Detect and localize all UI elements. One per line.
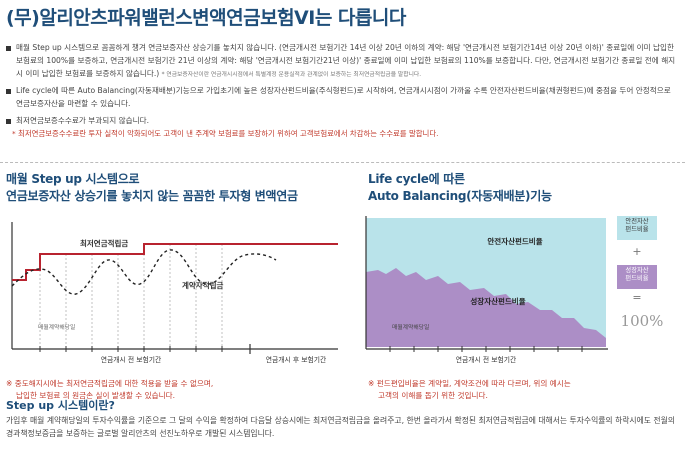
label-monthly-date: 매월계약해당일: [392, 323, 429, 331]
monthly-ticks: [39, 346, 223, 352]
bullet-text: 최저연금보증수수료가 부과되지 않습니다.: [16, 115, 149, 125]
legend-growth-asset: 성장자산 펀드비율: [617, 265, 657, 289]
axis-label-after: 연금개시 후 보험기간: [266, 355, 327, 364]
bullet-no-fee: 최저연금보증수수료가 부과되지 않습니다.: [6, 115, 678, 128]
page-title: (무)알리안츠파워밸런스변액연금보험VI는 다릅니다: [6, 7, 406, 29]
legend-safe-line2: 펀드비율: [625, 226, 649, 233]
growth-asset-area: [366, 268, 606, 347]
bullet-small-note: * 연금보증자산이란 연금개시시점에서 특별계정 운용실적과 관계없이 보증하는…: [161, 71, 422, 78]
bullet-step-up: 매월 Step up 시스템으로 꼼꼼하게 챙겨 연금보증자산 상승기를 놓치지…: [6, 42, 678, 81]
label-growth-ratio: 성장자산펀드비율: [470, 296, 525, 306]
bullet-text: 매월 Step up 시스템으로 꼼꼼하게 챙겨 연금보증자산 상승기를 놓치지…: [16, 43, 676, 78]
label-safe-ratio: 안전자산펀드비율: [487, 236, 542, 246]
auto-balancing-diagram: 안전자산펀드비율 성장자산펀드비율 매월계약해당일 연금개시 전 보험기간: [365, 216, 608, 364]
contract-reserve-line: [11, 249, 277, 295]
right-section-title: Life cycle에 따른 Auto Balancing(자동재배분)기능: [368, 171, 552, 205]
legend-safe-asset: 안전자산 펀드비율: [617, 216, 657, 240]
right-title-line1: Life cycle에 따른: [368, 172, 465, 186]
bullet-square-icon: [6, 46, 11, 51]
bullet-square-icon: [6, 118, 11, 124]
plus-sign: +: [632, 245, 642, 258]
right-title-line2: Auto Balancing(자동재배분)기능: [368, 189, 552, 203]
bullet-life-cycle: Life cycle에 따른 Auto Balancing(자동재배분)기능으로…: [6, 85, 678, 111]
monthly-ticks: [389, 346, 583, 352]
legend-safe-line1: 안전자산: [625, 218, 649, 225]
left-title-line1: 매월 Step up 시스템으로: [6, 172, 140, 186]
step-up-diagram: 최저연금적립금 계약자적립금 매월계약해당일 연금개시 전 보험기간 연금개시 …: [11, 222, 338, 364]
equals-sign: =: [632, 291, 642, 304]
left-footnote-line2: 납입한 보험료 의 원금손 실이 발생할 수 있습니다.: [16, 391, 176, 400]
monthly-guides: [39, 244, 223, 346]
axis-label-before: 연금개시 전 보험기간: [101, 355, 162, 364]
left-footnote-line1: ※ 중도해지시에는 최저연금적립금에 대한 적용을 받을 수 없으며,: [6, 379, 214, 388]
label-contract-reserve: 계약자적립금: [182, 280, 223, 290]
label-min-annuity: 최저연금적립금: [80, 238, 128, 248]
minimum-annuity-line: [12, 243, 338, 281]
axis-label-before: 연금개시 전 보험기간: [456, 355, 517, 364]
right-footnote-line2: 고객의 이해를 돕기 위한 것입니다.: [378, 391, 488, 400]
right-footnote-line1: ※ 펀드편입비율은 계약일, 계약조건에 따라 다르며, 위의 예시는: [368, 379, 571, 388]
section-divider: [0, 162, 685, 164]
left-section-title: 매월 Step up 시스템으로 연금보증자산 상승기를 놓치지 않는 꼼꼼한 …: [6, 171, 298, 205]
left-footnote: ※ 중도해지시에는 최저연금적립금에 대한 적용을 받을 수 없으며, 납입한 …: [6, 378, 213, 402]
label-monthly-date: 매월계약해당일: [38, 323, 75, 331]
step-up-description: 가입후 매월 계약해당일의 투자수익률을 기준으로 그 달의 수익을 확정하여 …: [6, 416, 675, 438]
fee-definition-note: * 최저연금보증수수료란 투자 실적이 악화되어도 고객이 낸 주계약 보험료를…: [12, 128, 439, 138]
feature-bullets: 매월 Step up 시스템으로 꼼꼼하게 챙겨 연금보증자산 상승기를 놓치지…: [6, 42, 678, 141]
left-title-line2: 연금보증자산 상승기를 놓치지 않는 꼼꼼한 투자형 변액연금: [6, 189, 298, 203]
legend-growth-line2: 펀드비율: [625, 275, 649, 282]
bullet-square-icon: [6, 89, 11, 95]
legend-growth-line1: 성장자산: [625, 267, 649, 274]
right-footnote: ※ 펀드편입비율은 계약일, 계약조건에 따라 다르며, 위의 예시는 고객의 …: [368, 378, 571, 402]
bullet-text: Life cycle에 따른 Auto Balancing(자동재배분)기능으로…: [16, 86, 671, 109]
step-up-title: Step up 시스템이란?: [6, 399, 115, 412]
total-percent: 100%: [620, 312, 664, 330]
